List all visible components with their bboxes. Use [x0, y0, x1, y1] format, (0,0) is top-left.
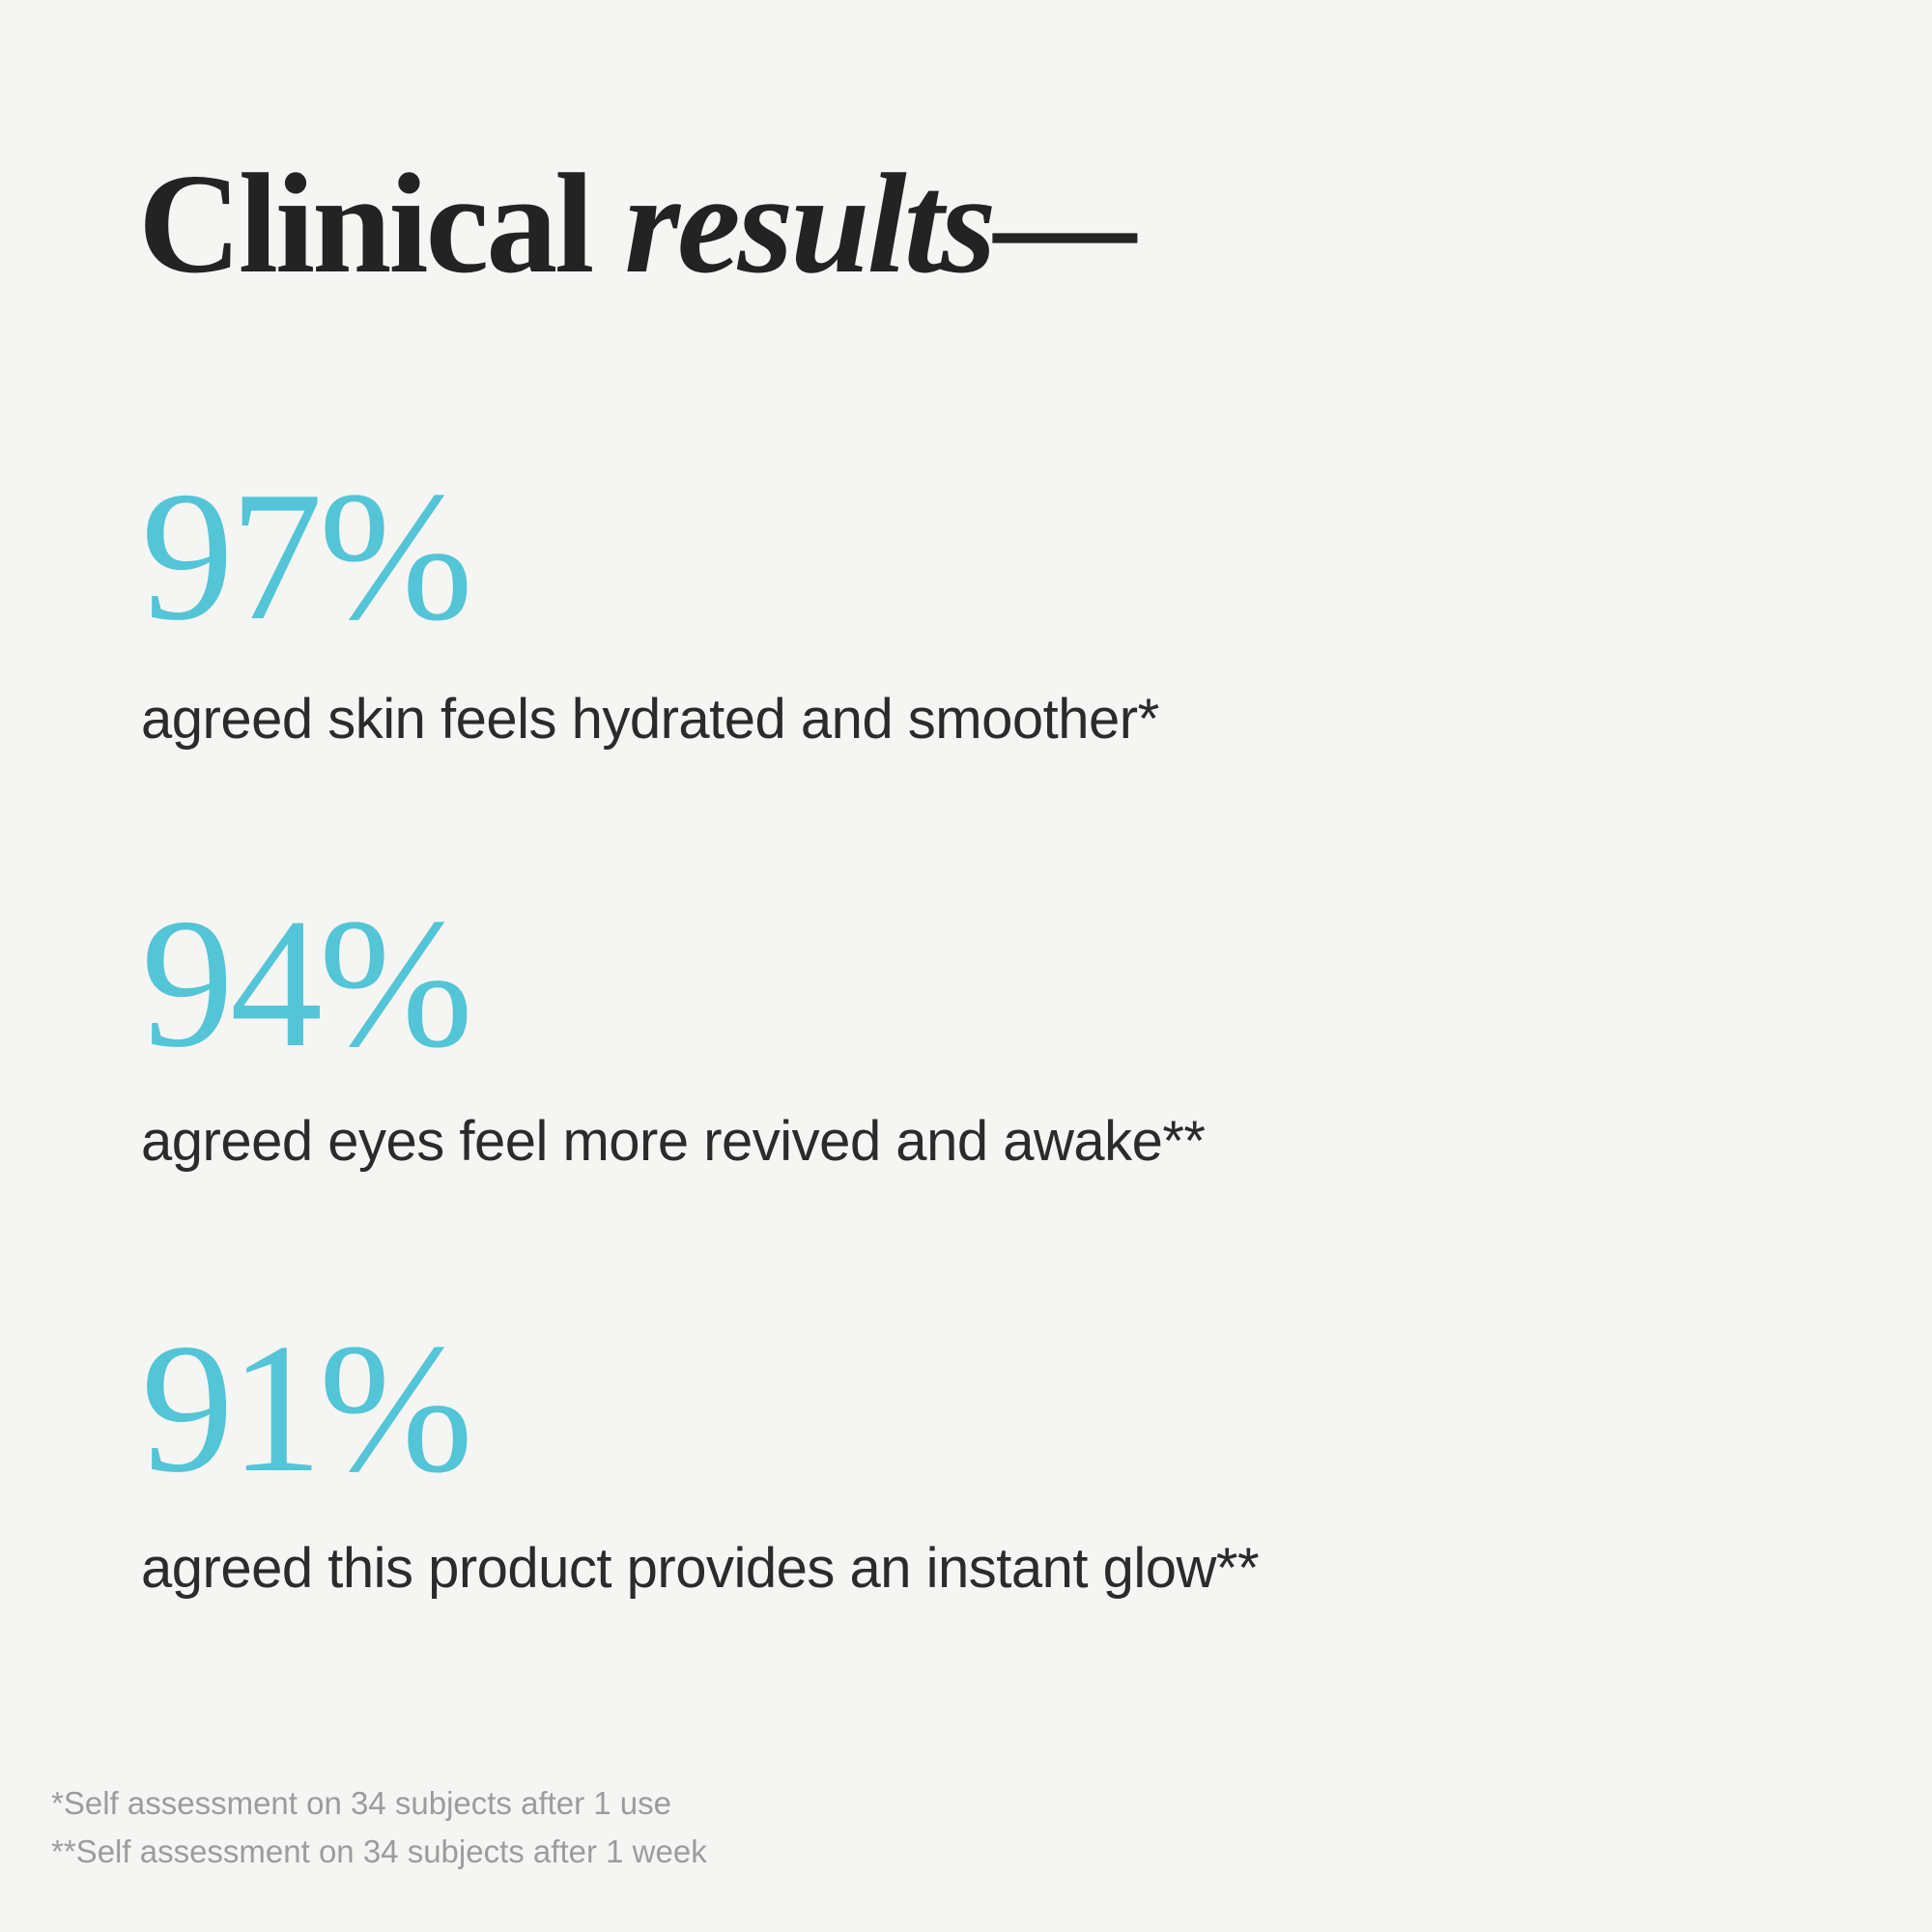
footnotes: *Self assessment on 34 subjects after 1 …	[51, 1779, 707, 1875]
footnote-line-1: *Self assessment on 34 subjects after 1 …	[51, 1785, 672, 1821]
page-title-regular-word: Clinical	[138, 145, 625, 303]
stat-description-3: agreed this product provides an instant …	[141, 1537, 1260, 1600]
stat-value-3: 91%	[141, 1305, 473, 1511]
stat-value-2: 94%	[141, 880, 473, 1086]
footnote-line-2: **Self assessment on 34 subjects after 1…	[51, 1833, 707, 1869]
page-title-italic-word: results	[624, 145, 996, 303]
stat-description-2: agreed eyes feel more revived and awake*…	[141, 1110, 1206, 1173]
page-title: Clinical results—	[138, 153, 1136, 296]
page-title-em-dash: —	[993, 145, 1136, 303]
stat-value-1: 97%	[141, 453, 473, 659]
stat-description-1: agreed skin feels hydrated and smoother*	[141, 688, 1159, 751]
